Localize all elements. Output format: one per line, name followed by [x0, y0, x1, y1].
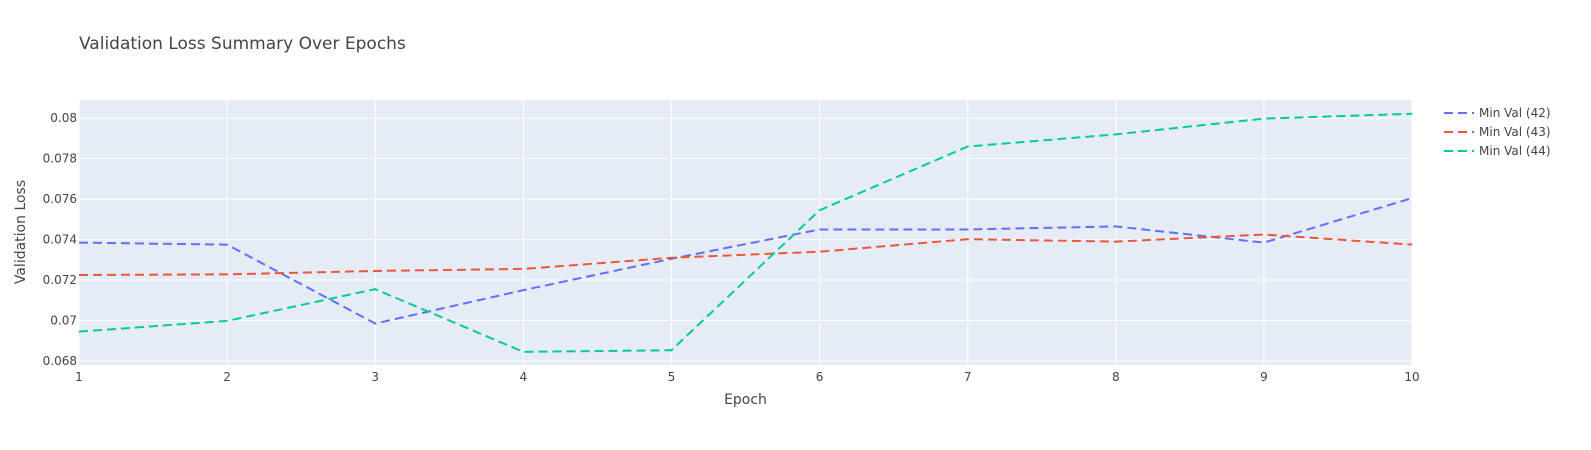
- legend-label: Min Val (44): [1479, 144, 1551, 158]
- x-axis-title: Epoch: [724, 392, 767, 408]
- x-tick-label: 7: [964, 370, 972, 384]
- series-line-2: [78, 233, 1413, 276]
- legend-item-1[interactable]: Min Val (42): [1444, 106, 1551, 120]
- y-tick-label: 0.078: [43, 152, 77, 166]
- x-tick-label: 8: [1112, 370, 1120, 384]
- x-tick-label: 3: [371, 370, 379, 384]
- x-tick-label: 1: [75, 370, 83, 384]
- chart-title: Validation Loss Summary Over Epochs: [79, 34, 406, 54]
- x-tick-label: 4: [520, 370, 528, 384]
- tick-layer: 1 2 3 4 5 6 7 8 9 10 0.068 0.07 0.072 0.074 0.076 0.078…: [43, 111, 1420, 384]
- y-tick-label: 0.07: [50, 313, 77, 327]
- x-tick-label: 10: [1404, 370, 1419, 384]
- x-tick-label: 5: [668, 370, 676, 384]
- x-tick-label: 2: [223, 370, 231, 384]
- legend-item-3[interactable]: Min Val (44): [1444, 144, 1551, 158]
- x-tick-label: 6: [816, 370, 824, 384]
- series-line-3: [78, 112, 1413, 353]
- y-tick-label: 0.072: [43, 273, 77, 287]
- y-tick-label: 0.074: [43, 233, 77, 247]
- series-line-1: [78, 197, 1413, 325]
- legend: Min Val (42) Min Val (43) Min Val (44): [1444, 106, 1551, 158]
- plot-background: [79, 100, 1412, 365]
- legend-label: Min Val (43): [1479, 125, 1551, 139]
- y-tick-label: 0.076: [43, 192, 77, 206]
- grid-layer: [78, 100, 1413, 365]
- series-layer: [78, 112, 1413, 353]
- y-tick-label: 0.068: [43, 354, 77, 368]
- y-axis-title: Validation Loss: [13, 180, 29, 284]
- legend-label: Min Val (42): [1479, 106, 1551, 120]
- legend-item-2[interactable]: Min Val (43): [1444, 125, 1551, 139]
- y-tick-label: 0.08: [50, 111, 77, 125]
- x-tick-label: 9: [1260, 370, 1268, 384]
